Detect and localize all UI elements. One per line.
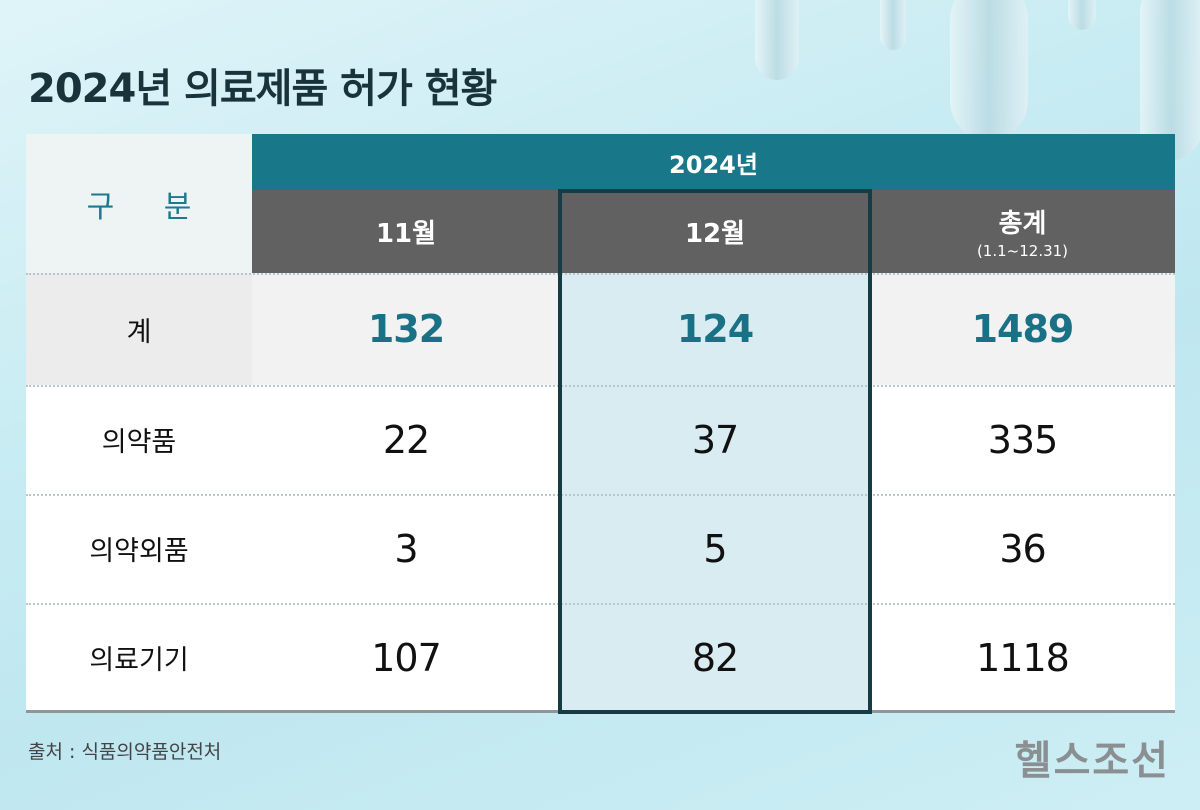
row-label: 의료기기 bbox=[89, 645, 189, 676]
row-label: 의약품 bbox=[101, 427, 177, 458]
publisher-logo: 헬스조선 bbox=[1014, 738, 1170, 784]
row-divider bbox=[26, 494, 1175, 496]
table-cell-value: 3 bbox=[394, 526, 418, 571]
table-cell-value: 124 bbox=[676, 307, 754, 351]
total-row-label-bg bbox=[26, 273, 252, 385]
permit-status-table: 구 분 2024년 11월 12월 총계 (1.1~12.31) 계 132 124… bbox=[26, 134, 1175, 714]
table-cell-value: 107 bbox=[371, 635, 442, 680]
header-col-dec: 12월 bbox=[560, 190, 870, 273]
table-cell-value: 1118 bbox=[976, 635, 1070, 680]
table-cell-value: 1489 bbox=[971, 307, 1075, 351]
header-col-nov: 11월 bbox=[252, 190, 560, 273]
row-label: 의약외품 bbox=[89, 536, 189, 567]
row-divider bbox=[26, 603, 1175, 605]
table-cell-value: 22 bbox=[382, 417, 430, 462]
table-cell-value: 36 bbox=[999, 526, 1046, 571]
table-cell-value: 82 bbox=[691, 635, 739, 680]
table-cell-value: 5 bbox=[703, 526, 727, 571]
table-cell-value: 335 bbox=[987, 417, 1059, 462]
row-label: 계 bbox=[126, 316, 152, 348]
table-cell-value: 132 bbox=[367, 307, 445, 351]
row-divider bbox=[26, 273, 1175, 275]
header-col-period: (1.1~12.31) bbox=[976, 242, 1069, 260]
page-title: 2024년 의료제품 허가 현황 bbox=[28, 66, 497, 112]
header-col-label: 총계 bbox=[998, 209, 1047, 239]
header-category-label: 구 분 bbox=[26, 134, 252, 273]
header-col-total: 총계 (1.1~12.31) bbox=[870, 190, 1175, 273]
table-cell-value: 37 bbox=[691, 417, 739, 462]
header-col-label: 11월 bbox=[375, 219, 437, 249]
header-col-label: 12월 bbox=[684, 219, 746, 249]
source-note: 출처 : 식품의약품안전처 bbox=[28, 741, 222, 763]
row-divider bbox=[26, 385, 1175, 387]
highlight-column-border bbox=[558, 189, 872, 714]
highlight-column-bg bbox=[560, 273, 870, 712]
header-year: 2024년 bbox=[252, 134, 1175, 190]
